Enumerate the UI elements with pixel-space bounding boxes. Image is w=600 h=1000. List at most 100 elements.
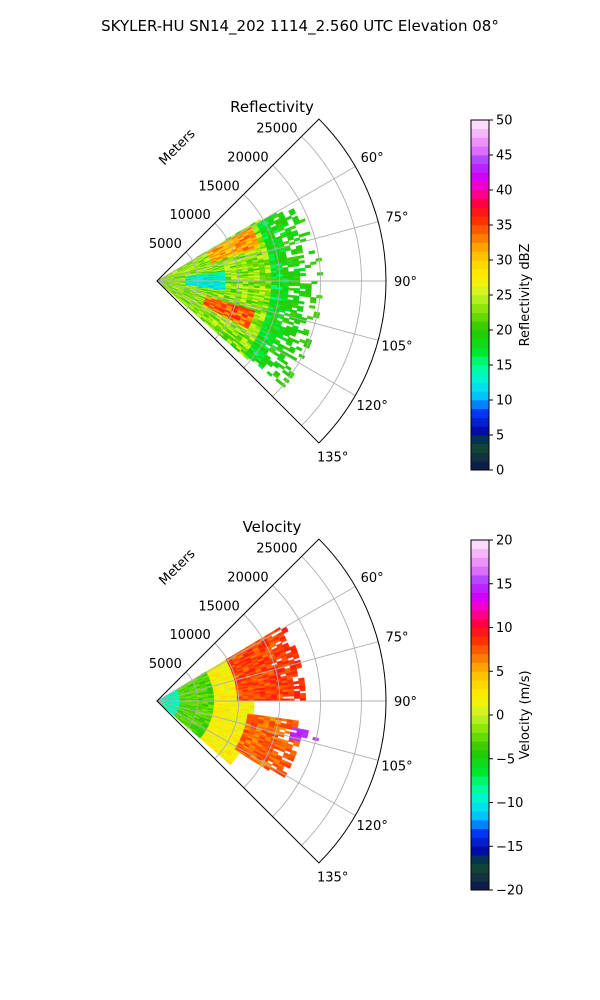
field-cell (288, 275, 295, 279)
field-cell (280, 638, 287, 644)
colorbar-tick-label: 10 (496, 394, 513, 409)
range-tick-label: 25000 (256, 121, 297, 136)
colorbar-swatch (471, 426, 489, 436)
field-cell (308, 250, 316, 255)
colorbar-swatch (471, 828, 489, 838)
field-cell (293, 290, 301, 294)
field-cell (294, 695, 301, 699)
colorbar-tick-label: 5 (496, 429, 504, 444)
colorbar-swatch (471, 671, 489, 681)
colorbar-swatch (471, 181, 489, 191)
colorbar-swatch (471, 146, 489, 156)
field-cell (225, 759, 232, 766)
field-cell (266, 370, 273, 377)
field-cell (285, 215, 293, 221)
colorbar-tick-label: 10 (496, 621, 513, 636)
colorbar-tick-label: 30 (496, 254, 513, 269)
range-tick-label: 25000 (256, 541, 297, 556)
colorbar-swatch (471, 846, 489, 856)
field-cell (299, 687, 306, 692)
colorbar-swatch (471, 680, 489, 690)
colorbar-swatch (471, 688, 489, 698)
field-cell (293, 693, 301, 697)
azimuth-line (156, 221, 379, 282)
field-cell (304, 293, 312, 298)
colorbar-tick-label: −10 (496, 796, 523, 811)
field-cell (292, 742, 300, 748)
field-cell (305, 283, 312, 287)
range-tick-label: 10000 (169, 628, 210, 643)
colorbar-tick-label: 5 (496, 665, 504, 680)
colorbar-swatch (471, 443, 489, 453)
colorbar-tick-label: 25 (496, 289, 513, 304)
colorbar-swatch (471, 172, 489, 182)
colorbar-swatch (471, 260, 489, 270)
azimuth-line (156, 586, 356, 702)
velocity-grid (156, 538, 387, 864)
field-cell (272, 362, 280, 369)
field-cell (315, 257, 323, 262)
velocity-azimuth-ticks: 60° 75° 90° 105° 120° 135° (317, 571, 417, 886)
azimuth-tick-label: 75° (385, 631, 408, 646)
colorbar-swatch (471, 776, 489, 786)
field-cell (259, 276, 267, 280)
colorbar-swatch (471, 233, 489, 243)
velocity-colorbar: −20 −15 −10 −5 0 5 10 15 20 (470, 534, 523, 899)
azimuth-line (156, 280, 356, 396)
field-cell (282, 693, 289, 697)
colorbar-swatch (471, 347, 489, 357)
colorbar-swatch (471, 662, 489, 672)
colorbar-tick-label: 15 (496, 359, 513, 374)
colorbar-swatch (471, 242, 489, 252)
colorbar-swatch (471, 312, 489, 322)
colorbar-swatch (471, 723, 489, 733)
field-cell (299, 293, 306, 297)
colorbar-swatch (471, 636, 489, 646)
colorbar-tick-label: −5 (496, 752, 515, 767)
field-cell (282, 222, 289, 228)
colorbar-swatch (471, 802, 489, 812)
field-cell (296, 308, 304, 313)
field-cell (265, 276, 272, 280)
field-cell (288, 348, 295, 354)
colorbar-swatch (471, 400, 489, 410)
field-cell (278, 363, 286, 370)
field-cell (295, 664, 303, 670)
azimuth-tick-label: 105° (381, 759, 412, 774)
colorbar-swatch (471, 461, 489, 471)
field-cell (303, 231, 311, 237)
colorbar-swatch (471, 715, 489, 725)
colorbar-swatch (471, 653, 489, 663)
colorbar-swatch (471, 592, 489, 602)
field-cell (299, 267, 306, 272)
sector-frame (156, 538, 387, 864)
field-cell (289, 332, 297, 338)
colorbar-swatch (471, 391, 489, 401)
velocity-field (156, 626, 320, 778)
field-cell (271, 696, 278, 700)
field-cell (243, 354, 250, 361)
field-cell (299, 695, 306, 699)
field-cell (292, 654, 300, 660)
field-cell (289, 210, 297, 216)
field-cell (287, 756, 295, 762)
colorbar-tick-label: 35 (496, 219, 513, 234)
colorbar-swatch (471, 225, 489, 235)
range-tick-label: 10000 (169, 208, 210, 223)
azimuth-line (156, 280, 379, 341)
colorbar-swatch (471, 286, 489, 296)
azimuth-tick-label: 120° (357, 819, 388, 834)
field-cell (266, 361, 274, 368)
colorbar-swatch (471, 295, 489, 305)
field-cell (296, 249, 304, 254)
colorbar-swatch (471, 251, 489, 261)
field-cell (263, 765, 271, 772)
field-cell (296, 329, 304, 335)
reflectivity-grid (156, 118, 387, 444)
colorbar-swatch (471, 163, 489, 173)
colorbar-swatch (471, 697, 489, 707)
colorbar-swatch (471, 583, 489, 593)
field-cell (299, 218, 306, 224)
colorbar-swatch (471, 855, 489, 865)
range-tick-label: 20000 (227, 570, 268, 585)
